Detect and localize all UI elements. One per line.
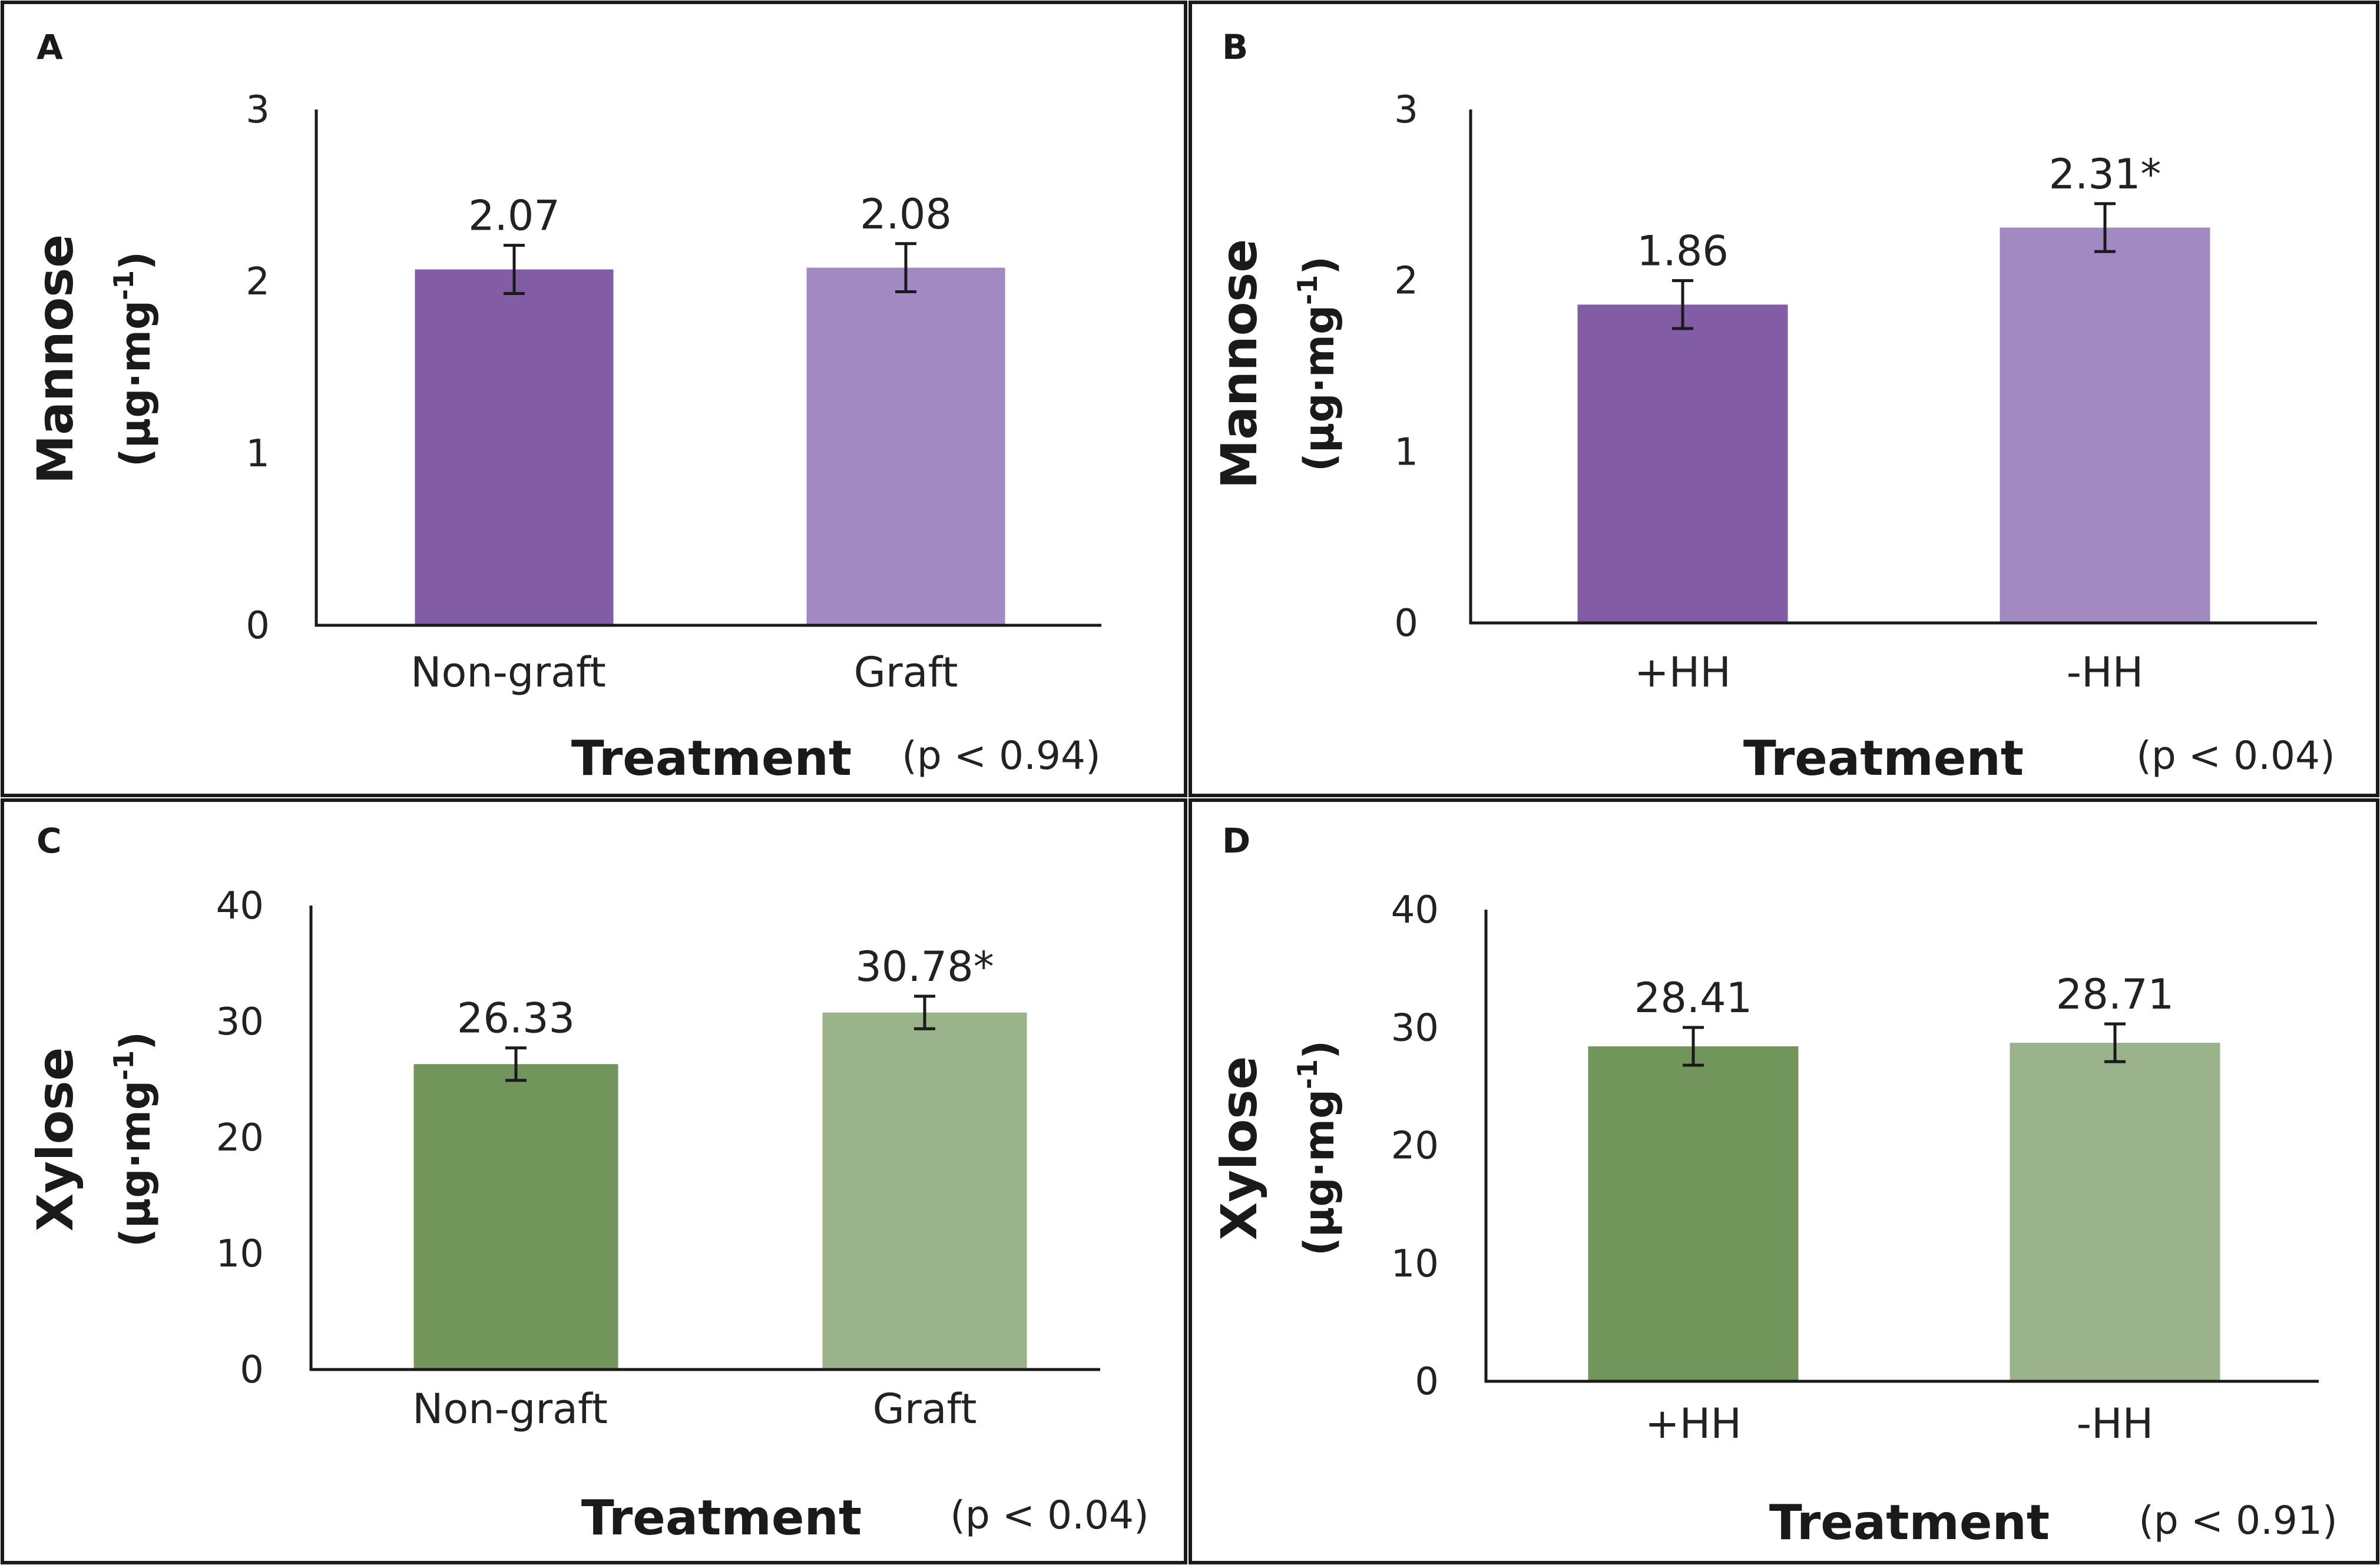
x-tick-label: Graft [873, 1385, 977, 1433]
y-tick-label: 1 [1394, 430, 1418, 474]
x-axis-title: Treatment [581, 1490, 862, 1546]
bar [1577, 304, 1788, 623]
data-label: 28.41 [1634, 974, 1752, 1022]
x-tick-label: +HH [1645, 1400, 1742, 1448]
y-tick-label: 20 [1391, 1125, 1439, 1168]
y-tick-label: 3 [1394, 88, 1418, 132]
y-axis-title: Xylose [27, 1047, 84, 1232]
y-tick-label: 2 [246, 260, 270, 304]
y-axis-unit-superscript: -1 [108, 1050, 140, 1080]
bar [2010, 1043, 2220, 1381]
x-tick-label: -HH [2067, 648, 2144, 697]
x-axis-title: Treatment [571, 731, 852, 787]
y-tick-label: 20 [216, 1116, 264, 1160]
panel-letter: A [37, 27, 63, 67]
y-axis-unit-base: (µg·mg [111, 300, 160, 467]
p-value-label: (p < 0.04) [2136, 733, 2335, 778]
y-tick-label: 10 [1391, 1242, 1439, 1286]
y-tick-label: 0 [240, 1348, 264, 1392]
bar [415, 269, 614, 625]
y-axis-unit: (µg·mg-1) [1292, 256, 1343, 472]
panel-border [1189, 1, 2379, 797]
y-tick-label: 1 [246, 432, 270, 476]
data-label: 2.07 [468, 192, 560, 240]
y-tick-label: 2 [1394, 260, 1418, 303]
panel-border [1189, 798, 2379, 1564]
panel-letter: C [37, 821, 62, 861]
y-axis-unit: (µg·mg-1) [108, 251, 160, 467]
y-axis-unit-base: (µg·mg [1295, 305, 1343, 472]
y-axis-unit: (µg·mg-1) [108, 1032, 160, 1247]
x-tick-label: Non-graft [411, 648, 606, 697]
x-tick-label: +HH [1634, 648, 1731, 697]
bar [413, 1064, 618, 1370]
y-tick-label: 30 [1391, 1006, 1439, 1050]
bar [2000, 227, 2210, 623]
panel-c: C 0 10 20 30 40 26.33 Non-graft 30.78* Graft Treat… [1, 798, 1187, 1564]
y-tick-label: 3 [246, 88, 270, 132]
x-axis-title: Treatment [1769, 1495, 2050, 1551]
panel-letter: D [1222, 821, 1250, 861]
y-axis-title: Mannose [27, 234, 84, 485]
y-axis-title: Mannose [1210, 239, 1268, 489]
y-tick-label: 40 [216, 884, 264, 928]
y-axis-unit-base: (µg·mg [111, 1080, 160, 1247]
p-value-label: (p < 0.91) [2139, 1498, 2338, 1543]
x-tick-label: Non-graft [412, 1385, 608, 1433]
p-value-label: (p < 0.94) [902, 733, 1101, 778]
y-axis-unit-close: ) [111, 251, 160, 270]
bar [1588, 1046, 1799, 1381]
y-tick-label: 10 [216, 1232, 264, 1276]
y-tick-label: 40 [1391, 888, 1439, 932]
data-label: 26.33 [457, 994, 575, 1043]
x-tick-label: -HH [2077, 1400, 2154, 1448]
panel-border [1, 798, 1187, 1564]
y-tick-label: 30 [216, 1000, 264, 1044]
y-axis-unit-base: (µg·mg [1295, 1089, 1343, 1256]
y-tick-label: 0 [1394, 602, 1418, 645]
y-axis-unit-superscript: -1 [1292, 1059, 1323, 1089]
y-axis-unit: (µg·mg-1) [1292, 1040, 1343, 1256]
panel-d: D 0 10 20 30 40 28.41 +HH 28.71 -HH Treatment (p < … [1189, 798, 2379, 1564]
p-value-label: (p < 0.04) [950, 1493, 1149, 1538]
data-label: 2.31* [2049, 150, 2161, 198]
y-axis-unit-close: ) [1295, 1040, 1343, 1059]
y-tick-label: 0 [246, 604, 270, 648]
data-label: 28.71 [2056, 970, 2174, 1019]
bar [822, 1012, 1027, 1370]
panel-b: B 0 1 2 3 1.86 +HH 2.31* -HH Treatment (p < 0.04) M… [1189, 1, 2379, 797]
y-axis-unit-superscript: -1 [1292, 275, 1323, 305]
y-tick-label: 0 [1415, 1360, 1439, 1404]
y-axis-unit-superscript: -1 [108, 270, 140, 300]
y-axis-unit-close: ) [1295, 256, 1343, 275]
data-label: 30.78* [855, 943, 994, 991]
bar [806, 267, 1005, 625]
x-tick-label: Graft [854, 648, 958, 697]
data-label: 2.08 [860, 190, 952, 238]
data-label: 1.86 [1637, 227, 1729, 276]
y-axis-unit-close: ) [111, 1032, 160, 1050]
panel-letter: B [1222, 27, 1248, 67]
y-axis-title: Xylose [1210, 1056, 1268, 1241]
panel-border [1, 1, 1187, 797]
x-axis-title: Treatment [1743, 731, 2024, 787]
